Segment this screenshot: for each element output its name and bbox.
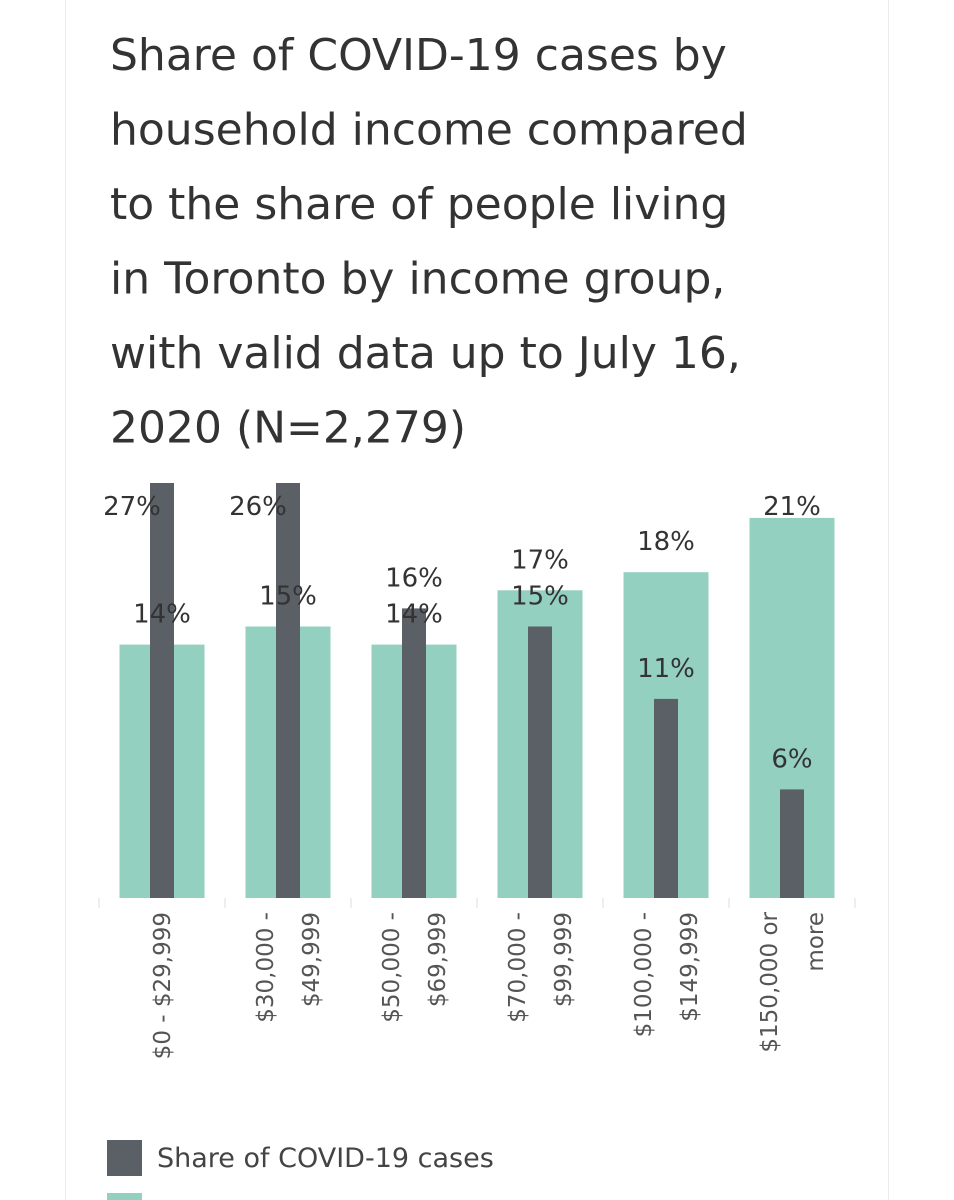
x-tick-label: $69,999	[425, 912, 451, 1007]
value-label: 6%	[771, 744, 812, 774]
chart-title: Share of COVID-19 cases by	[110, 30, 727, 81]
value-label: 26%	[229, 492, 287, 522]
x-tick-label: $100,000 -	[631, 912, 657, 1037]
bar	[780, 789, 804, 898]
x-tick-label: $149,999	[677, 912, 703, 1022]
value-label: 14%	[385, 600, 443, 630]
bar	[528, 626, 552, 898]
value-label: 14%	[133, 600, 191, 630]
x-tick-label: $30,000 -	[253, 912, 279, 1023]
bar	[654, 698, 678, 898]
chart-title: household income compared	[110, 105, 748, 156]
x-tick-label: $99,999	[551, 912, 577, 1007]
chart-title: in Toronto by income group,	[110, 254, 725, 305]
chart-title: 2020 (N=2,279)	[110, 403, 466, 454]
chart-title: to the share of people living	[110, 179, 728, 230]
value-label: 27%	[103, 492, 161, 522]
legend-label: Share of COVID-19 cases	[157, 1143, 494, 1174]
legend-swatch	[107, 1193, 142, 1200]
value-label: 21%	[763, 492, 821, 522]
x-tick-label: $0 - $29,999	[150, 912, 176, 1059]
value-label: 16%	[385, 563, 443, 593]
value-label: 18%	[637, 527, 695, 557]
bar	[276, 483, 300, 898]
bar	[150, 483, 174, 898]
chart-title: with valid data up to July 16,	[110, 328, 741, 379]
x-tick-label: $150,000 or	[757, 911, 783, 1052]
value-label: 17%	[511, 545, 569, 575]
value-label: 15%	[511, 582, 569, 612]
legend-swatch	[107, 1140, 142, 1176]
x-tick-label: $70,000 -	[505, 912, 531, 1023]
value-label: 15%	[259, 582, 317, 612]
x-tick-label: $50,000 -	[379, 912, 405, 1023]
x-tick-label: more	[803, 912, 829, 972]
bar	[402, 608, 426, 898]
x-tick-label: $49,999	[299, 912, 325, 1007]
value-label: 11%	[637, 654, 695, 684]
